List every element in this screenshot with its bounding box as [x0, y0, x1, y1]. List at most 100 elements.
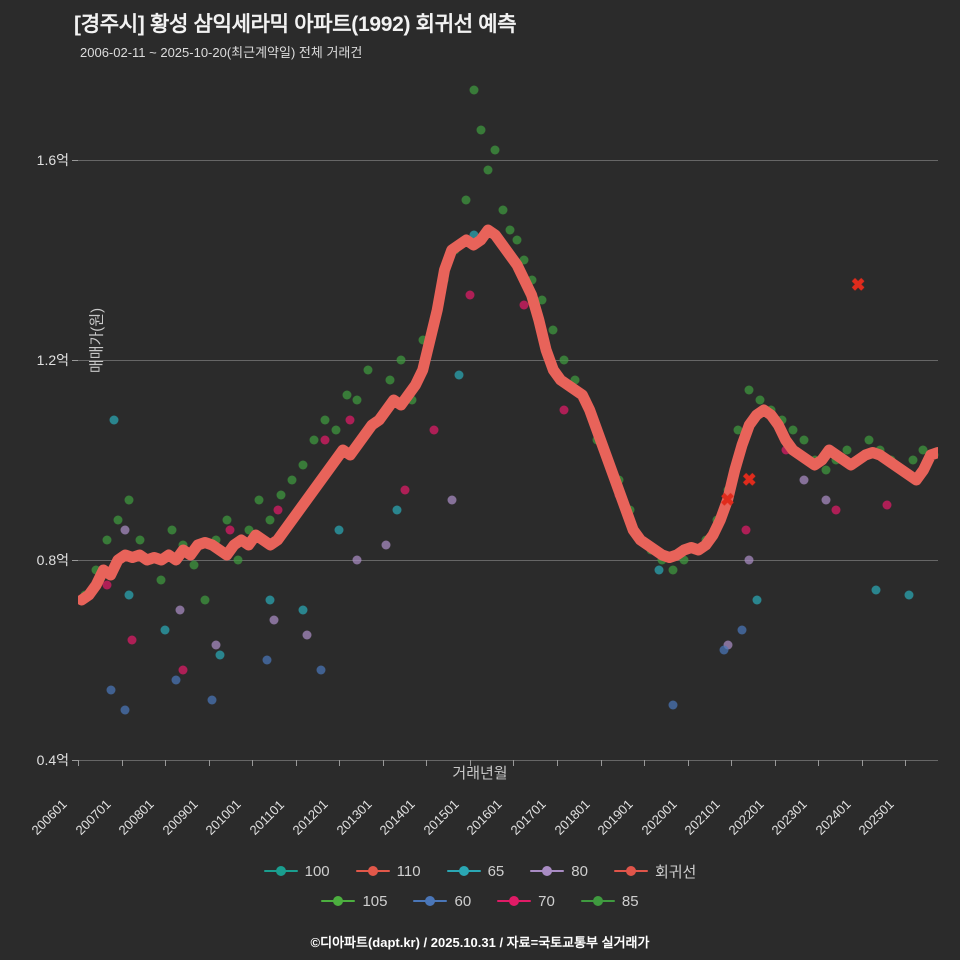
legend-item[interactable]: 110 [355, 863, 421, 880]
scatter-point [654, 565, 664, 575]
scatter-point [342, 390, 352, 400]
scatter-point [537, 295, 547, 305]
scatter-point [124, 495, 134, 505]
scatter-point [160, 625, 170, 635]
scatter-point [175, 605, 185, 615]
legend-label: 60 [454, 892, 472, 910]
x-tick-mark [165, 760, 167, 766]
x-tick-mark [513, 760, 515, 766]
legend-item[interactable]: 70 [497, 893, 555, 910]
x-tick-mark [78, 760, 79, 766]
legend-label: 105 [362, 892, 388, 910]
scatter-point [476, 125, 486, 135]
scatter-point [276, 490, 286, 500]
legend-swatch-icon [580, 895, 615, 907]
legend-label: 85 [621, 892, 639, 910]
scatter-point [733, 425, 743, 435]
scatter-point [821, 495, 830, 505]
x-tick-label: 202001 [638, 796, 680, 838]
outlier-marker-icon: ✖ [851, 275, 866, 295]
scatter-point [392, 505, 402, 515]
x-tick-label: 201401 [376, 796, 419, 838]
scatter-point [548, 325, 558, 335]
scatter-point [737, 625, 747, 635]
scatter-point [120, 705, 130, 715]
scatter-point [908, 455, 918, 465]
scatter-point [207, 695, 217, 705]
scatter-point [113, 515, 123, 525]
x-tick-label: 202501 [855, 796, 898, 838]
scatter-point [167, 525, 177, 535]
scatter-point [298, 460, 308, 470]
chart-subtitle: 2006-02-11 ~ 2025-10-20(최근계약일) 전체 거래건 [80, 45, 363, 60]
x-tick-label: 200701 [72, 796, 114, 838]
x-tick-mark [905, 760, 907, 766]
legend-label: 회귀선 [654, 863, 697, 881]
scatter-point [454, 370, 464, 380]
legend-item[interactable]: 85 [580, 892, 639, 910]
gridline [78, 560, 938, 561]
legend-item[interactable]: 105 [321, 893, 387, 910]
scatter-point [519, 300, 529, 310]
y-tick-label: 0.8억 [36, 552, 69, 568]
scatter-point [109, 415, 119, 425]
scatter-point [781, 445, 791, 455]
scatter-point [788, 425, 798, 435]
scatter-point [298, 605, 308, 615]
x-tick-mark [644, 760, 646, 766]
scatter-point [120, 525, 130, 535]
scatter-point [106, 685, 116, 695]
x-tick-label: 200901 [159, 796, 201, 838]
x-tick-mark [382, 760, 384, 766]
scatter-point [505, 225, 515, 235]
scatter-point [904, 590, 914, 600]
x-tick-mark [252, 760, 254, 766]
scatter-point [469, 85, 479, 95]
x-tick-label: 201601 [463, 796, 506, 838]
scatter-point [559, 405, 569, 415]
x-tick-mark [121, 760, 123, 766]
scatter-point [744, 385, 754, 395]
scatter-point [211, 535, 221, 545]
y-tick-mark [72, 760, 78, 761]
scatter-point [124, 590, 134, 600]
outlier-marker-icon: ✖ [742, 470, 757, 490]
scatter-point [864, 435, 874, 445]
scatter-point [316, 665, 326, 675]
y-tick-mark [72, 560, 78, 561]
scatter-point [400, 485, 410, 495]
scatter-point [287, 475, 297, 485]
gridline [78, 760, 938, 761]
legend-swatch-icon [321, 895, 356, 907]
scatter-point [211, 640, 221, 650]
scatter-point [225, 525, 235, 535]
scatter-point [777, 415, 787, 425]
scatter-point [527, 275, 537, 285]
x-tick-mark [295, 760, 297, 766]
legend-item[interactable]: 회귀선 [613, 861, 697, 882]
y-tick-mark [72, 160, 78, 161]
legend-item[interactable]: 60 [413, 893, 471, 910]
legend-item[interactable]: 80 [530, 863, 588, 880]
legend-swatch-icon [263, 865, 298, 877]
x-tick-label: 200801 [115, 796, 157, 838]
scatter-point [385, 375, 395, 385]
scatter-point [273, 505, 283, 515]
scatter-point [668, 565, 678, 575]
legend-item[interactable]: 100 [263, 863, 330, 880]
x-tick-label: 202201 [725, 796, 767, 838]
scatter-point [320, 435, 330, 445]
legend-row: 100 110 65 80 회귀선 [0, 856, 960, 886]
scatter-point [447, 495, 457, 505]
legend-item[interactable]: 65 [446, 863, 504, 880]
x-tick-label: 201101 [246, 797, 287, 838]
scatter-point [559, 355, 569, 365]
scatter-point [156, 575, 166, 585]
y-tick-label: 1.2억 [36, 352, 69, 368]
legend-swatch-icon [355, 865, 390, 877]
x-tick-mark [818, 760, 820, 766]
scatter-point [352, 555, 362, 565]
scatter-point [178, 665, 188, 675]
scatter-point [871, 585, 881, 595]
scatter-point [200, 595, 210, 605]
